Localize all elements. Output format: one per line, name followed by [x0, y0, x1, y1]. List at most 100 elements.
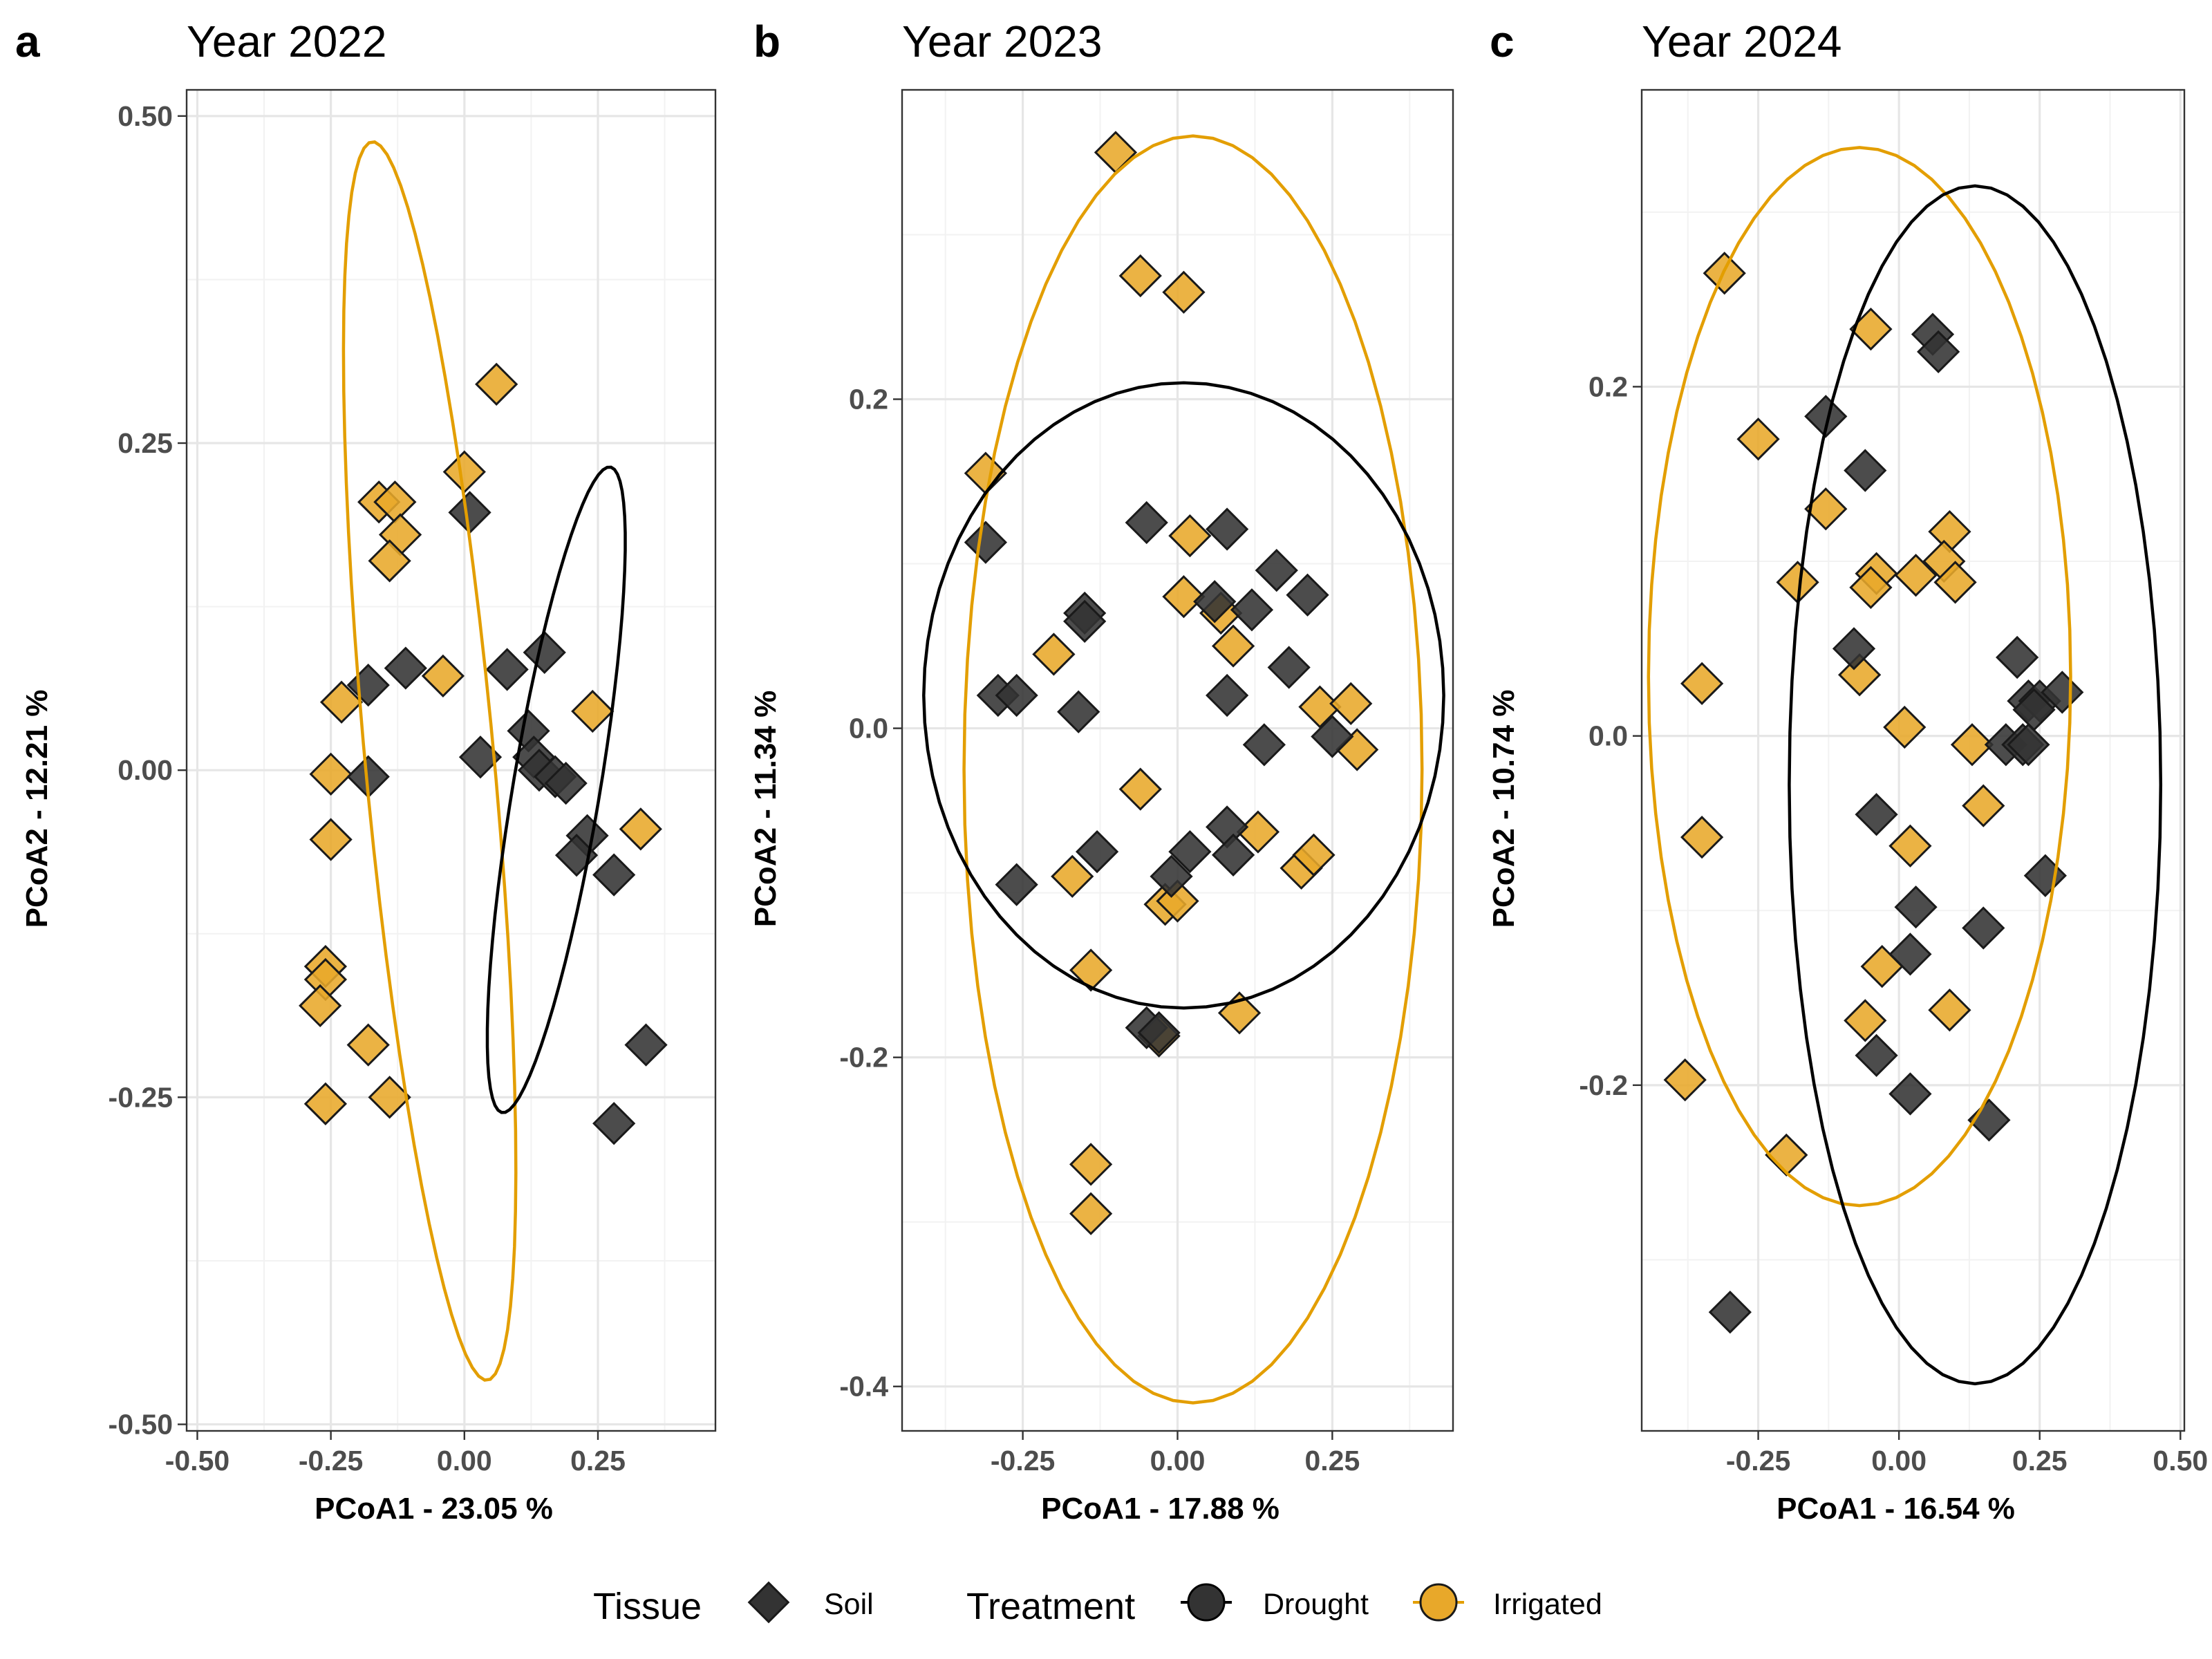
point-irrigated	[346, 1023, 390, 1067]
x-axis-title: PCoA1 - 17.88 %	[1041, 1492, 1280, 1526]
point-irrigated	[1838, 653, 1882, 697]
x-tick-label: -0.50	[165, 1445, 229, 1477]
legend-soil-label: Soil	[824, 1588, 874, 1621]
point-irrigated	[1032, 632, 1076, 676]
point-irrigated	[1329, 682, 1373, 726]
y-tick-label: 0.0	[1588, 720, 1628, 752]
x-axis-title: PCoA1 - 23.05 %	[315, 1492, 553, 1526]
point-irrigated	[1894, 554, 1938, 597]
data-layer	[922, 131, 1445, 1405]
point-irrigated	[1928, 988, 1971, 1032]
panel-title: Year 2024	[1642, 17, 1841, 66]
legend-irrigated-label: Irrigated	[1493, 1588, 1602, 1621]
point-drought	[1888, 932, 1932, 976]
x-tick-label: 0.00	[437, 1445, 492, 1477]
ellipse-irrigated	[962, 134, 1424, 1405]
figure-legend: Tissue Soil Treatment Drought Irrigated	[593, 1581, 1602, 1627]
point-irrigated	[319, 680, 364, 724]
point-drought	[1230, 588, 1274, 632]
panel-tag: b	[753, 17, 780, 66]
point-drought	[1075, 830, 1119, 874]
point-drought	[1888, 1072, 1932, 1116]
x-tick-label: 0.00	[1871, 1445, 1927, 1477]
point-irrigated	[1933, 561, 1977, 604]
point-irrigated	[421, 654, 465, 698]
y-tick-label: 0.25	[118, 427, 173, 459]
point-drought	[2041, 671, 2084, 714]
point-drought	[1855, 793, 1898, 836]
data-layer	[299, 140, 668, 1382]
x-tick-label: -0.25	[1726, 1445, 1790, 1477]
point-drought	[624, 1023, 668, 1067]
y-tick-label: -0.4	[839, 1371, 888, 1403]
point-drought	[1804, 395, 1848, 438]
point-irrigated	[1162, 575, 1206, 619]
y-tick-label: 0.2	[1588, 371, 1628, 402]
point-drought	[1206, 507, 1249, 551]
point-irrigated	[368, 1076, 411, 1119]
legend-treatment-title: Treatment	[966, 1586, 1135, 1627]
point-drought	[1206, 673, 1249, 718]
x-tick-label: 0.00	[1150, 1445, 1206, 1477]
x-tick-label: -0.25	[299, 1445, 363, 1477]
point-irrigated	[1118, 254, 1162, 298]
x-tick-label: 0.25	[2012, 1445, 2068, 1477]
ellipse-drought	[922, 381, 1445, 1010]
point-irrigated	[1962, 784, 2005, 827]
point-drought	[1267, 646, 1311, 689]
point-irrigated	[309, 818, 353, 861]
y-tick-label: -0.2	[839, 1042, 888, 1074]
legend-tissue-title: Tissue	[593, 1586, 702, 1627]
panel-background	[187, 90, 715, 1431]
point-irrigated	[299, 984, 342, 1028]
point-drought	[1057, 690, 1100, 733]
x-tick-label: 0.25	[1304, 1445, 1360, 1477]
point-irrigated	[619, 807, 662, 851]
y-axis-title: PCoA2 - 12.21 %	[20, 690, 54, 928]
legend-drought-label: Drought	[1263, 1588, 1369, 1621]
point-drought	[1211, 833, 1255, 877]
point-drought	[964, 521, 1008, 564]
y-tick-label: 0.2	[849, 384, 888, 415]
point-drought	[384, 646, 427, 690]
panel-b: -0.25 0.00 0.25 -0.4 -0.2 0.0 0.2 PCoA1 - 17.88…	[749, 17, 1454, 1526]
point-irrigated	[309, 752, 353, 796]
ellipse-drought	[1788, 184, 2163, 1386]
point-drought	[1832, 627, 1876, 671]
y-tick-label: 0.50	[118, 100, 173, 132]
point-drought	[1844, 449, 1887, 492]
panel-a: -0.50 -0.25 0.00 0.25 -0.50 -0.25 0.00 0.25 0.50…	[15, 17, 717, 1526]
point-irrigated	[1069, 1192, 1113, 1235]
x-tick-label: 0.25	[570, 1445, 626, 1477]
y-tick-label: -0.25	[109, 1081, 173, 1113]
panel-border	[1640, 88, 2186, 1432]
point-irrigated	[1162, 270, 1206, 314]
y-tick-label: 0.0	[849, 713, 888, 744]
point-drought	[1967, 1098, 2011, 1142]
point-irrigated	[1888, 824, 1932, 868]
point-irrigated	[1069, 1143, 1113, 1186]
point-drought	[995, 863, 1038, 906]
point-drought	[1311, 715, 1354, 758]
legend-drought-circle	[1187, 1583, 1226, 1622]
point-drought	[1917, 330, 1960, 374]
point-drought	[1894, 885, 1938, 929]
point-irrigated	[1051, 854, 1094, 898]
point-drought	[995, 673, 1038, 718]
point-drought	[1996, 635, 2039, 679]
x-tick-label: -0.25	[991, 1445, 1055, 1477]
y-tick-label: -0.2	[1579, 1069, 1628, 1101]
point-irrigated	[368, 539, 411, 583]
legend-key-irrigated	[1413, 1583, 1464, 1622]
point-irrigated	[571, 689, 615, 733]
point-drought	[1962, 906, 2005, 950]
point-drought	[1708, 1291, 1752, 1334]
point-drought	[1137, 1011, 1181, 1055]
point-irrigated	[1680, 662, 1724, 705]
point-irrigated	[1069, 948, 1113, 992]
point-drought	[1286, 573, 1329, 617]
point-irrigated	[1765, 1133, 1808, 1177]
panel-title: Year 2023	[902, 17, 1102, 66]
point-drought	[592, 853, 636, 897]
